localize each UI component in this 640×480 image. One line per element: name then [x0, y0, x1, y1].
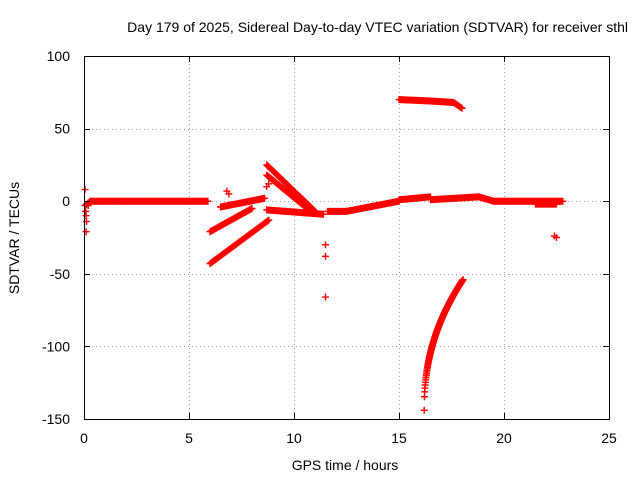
x-tick-label: 10	[286, 430, 302, 446]
data-point	[322, 241, 329, 249]
data-point	[261, 194, 269, 202]
x-tick-label: 20	[496, 430, 512, 446]
data-point	[264, 217, 272, 225]
plot-frame	[84, 56, 610, 420]
data-point	[82, 228, 90, 236]
axis-ticks	[84, 56, 610, 420]
data-point	[420, 406, 428, 414]
y-axis-label: SDTVAR / TECUs	[6, 182, 22, 294]
data-point	[265, 216, 273, 224]
x-tick-label: 0	[80, 430, 88, 446]
x-tick-label: 5	[185, 430, 193, 446]
data-point	[322, 252, 329, 260]
data-point	[248, 204, 256, 212]
y-tick-label: -150	[42, 411, 70, 427]
data-point	[84, 202, 92, 210]
y-tick-label: 100	[47, 48, 71, 64]
chart-title: Day 179 of 2025, Sidereal Day-to-day VTE…	[127, 19, 628, 35]
data-point	[81, 186, 89, 194]
tick-labels: 0 5 10 15 20 25 -150 -100 -50 0 50 100	[42, 48, 617, 446]
x-axis-label: GPS time / hours	[292, 457, 399, 473]
data-point	[553, 200, 560, 208]
data-point	[322, 293, 329, 301]
y-tick-label: -100	[42, 338, 70, 354]
y-tick-label: 50	[54, 121, 70, 137]
data-point	[319, 210, 327, 218]
data-point	[225, 190, 233, 198]
y-tick-label: -50	[50, 266, 70, 282]
data-points	[81, 96, 567, 414]
data-point	[265, 180, 273, 188]
data-point	[457, 104, 465, 112]
data-point	[204, 197, 212, 205]
data-point	[559, 197, 567, 205]
data-point	[458, 104, 466, 112]
x-tick-label: 25	[601, 430, 617, 446]
data-point	[553, 234, 560, 241]
x-tick-label: 15	[391, 430, 407, 446]
grid-lines	[84, 56, 609, 419]
data-point	[459, 276, 467, 284]
y-tick-label: 0	[62, 193, 70, 209]
data-point	[85, 198, 93, 206]
